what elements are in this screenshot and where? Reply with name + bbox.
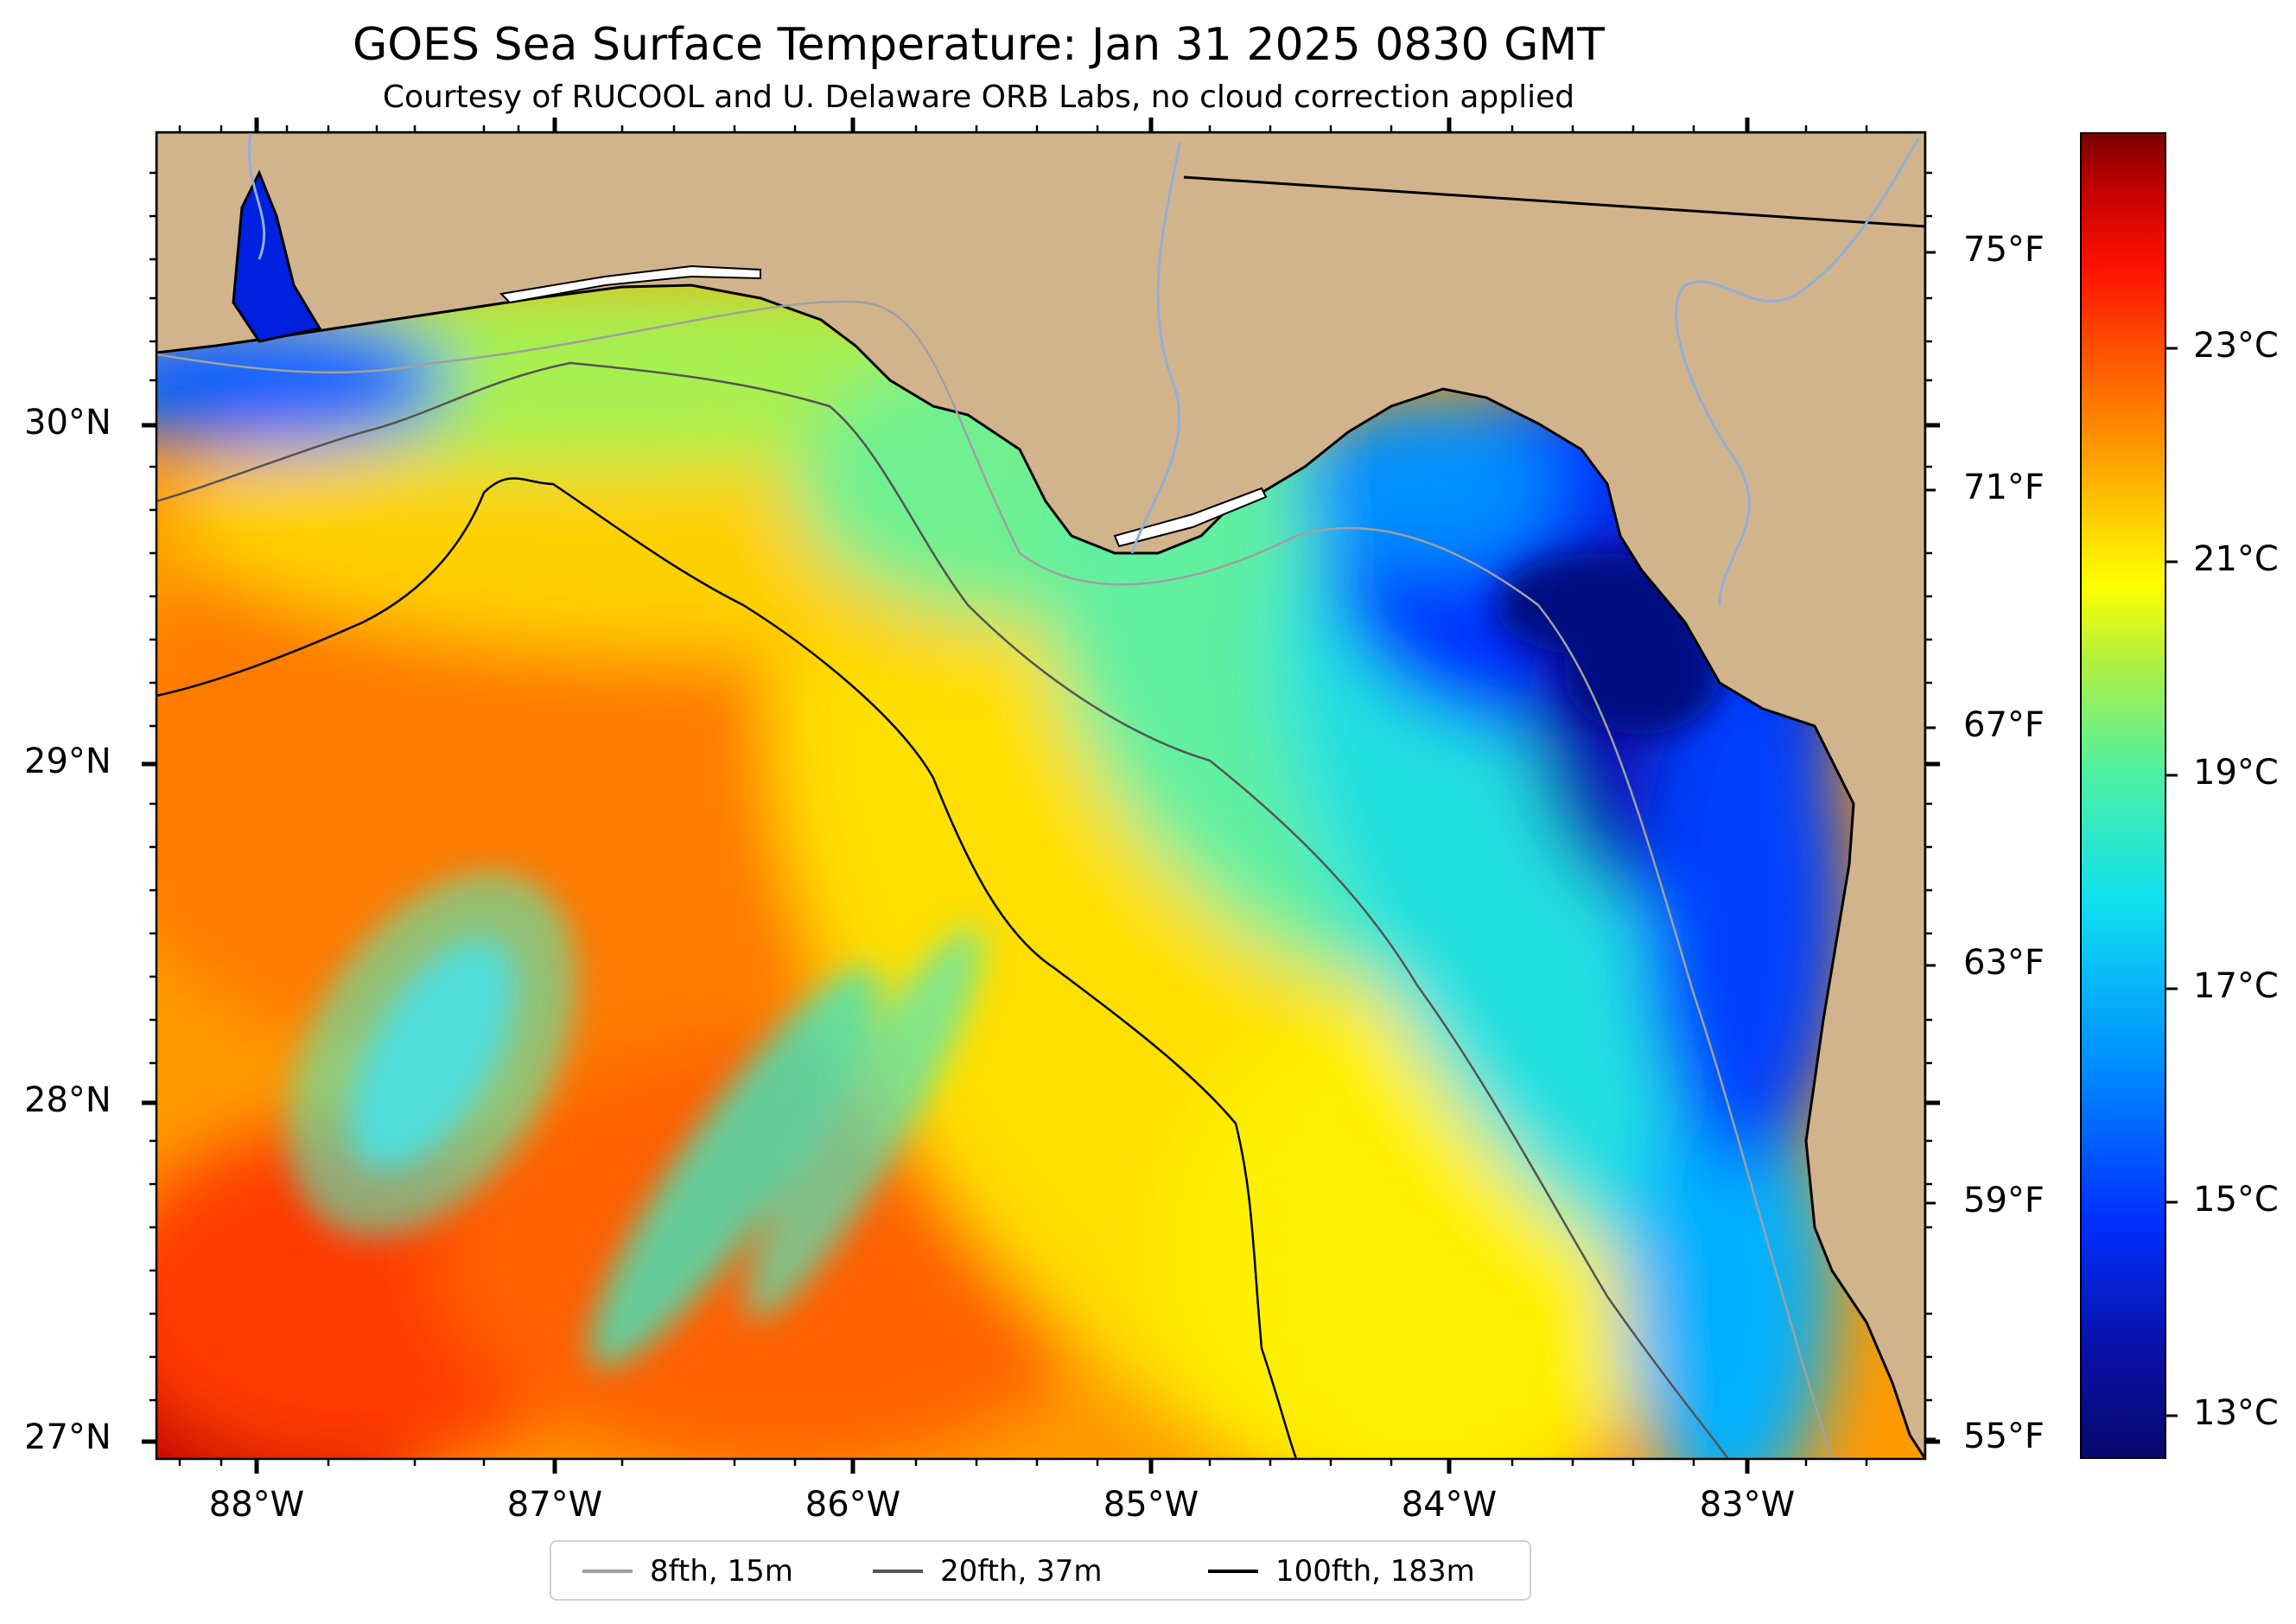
celsius-label-17: 17°C <box>2193 966 2279 1006</box>
fahrenheit-label-67: 67°F <box>1963 705 2045 745</box>
isobaths <box>156 300 1834 1459</box>
celsius-label-19: 19°C <box>2193 753 2279 793</box>
lat-label-29n: 29°N <box>24 742 111 781</box>
legend-swatch-100fth <box>1208 1570 1258 1573</box>
sst-colorbar <box>2080 132 2166 1459</box>
fahrenheit-label-75: 75°F <box>1963 230 2045 270</box>
lon-label-83w: 83°W <box>1699 1485 1796 1525</box>
lon-label-86w: 86°W <box>805 1485 901 1525</box>
fahrenheit-ticks <box>1925 251 1936 1441</box>
fahrenheit-label-63: 63°F <box>1963 943 2045 983</box>
lon-label-87w: 87°W <box>506 1485 603 1525</box>
lon-label-88w: 88°W <box>208 1485 305 1525</box>
celsius-label-23: 23°C <box>2193 326 2279 366</box>
legend-label-8fth: 8fth, 15m <box>650 1554 793 1589</box>
lon-label-85w: 85°W <box>1103 1485 1199 1525</box>
celsius-label-15: 15°C <box>2193 1180 2279 1220</box>
map-frame <box>155 131 1927 1461</box>
lat-label-30n: 30°N <box>24 403 111 443</box>
celsius-label-21: 21°C <box>2193 539 2279 579</box>
fahrenheit-label-71: 71°F <box>1963 468 2045 507</box>
lon-ticks <box>254 118 1750 1474</box>
lon-label-84w: 84°W <box>1401 1485 1498 1525</box>
isobath-legend: 8fth, 15m 20fth, 37m 100fth, 183m <box>550 1540 1531 1601</box>
lat-label-27n: 27°N <box>24 1417 111 1457</box>
celsius-label-13: 13°C <box>2193 1393 2279 1433</box>
land <box>156 132 1925 1459</box>
sst-field <box>156 132 1925 1459</box>
fahrenheit-label-59: 59°F <box>1963 1181 2045 1220</box>
minor-ticks <box>149 125 1932 1466</box>
map-title: GOES Sea Surface Temperature: Jan 31 202… <box>352 19 1606 71</box>
lat-label-28n: 28°N <box>24 1080 111 1120</box>
lat-ticks <box>142 423 1940 1444</box>
legend-label-20fth: 20fth, 37m <box>940 1554 1103 1589</box>
legend-label-100fth: 100fth, 183m <box>1275 1554 1475 1589</box>
legend-swatch-8fth <box>582 1570 633 1573</box>
colorbar-ticks <box>2165 347 2178 1417</box>
map-subtitle: Courtesy of RUCOOL and U. Delaware ORB L… <box>382 80 1575 115</box>
legend-swatch-20fth <box>873 1570 923 1573</box>
fahrenheit-label-55: 55°F <box>1963 1417 2045 1456</box>
